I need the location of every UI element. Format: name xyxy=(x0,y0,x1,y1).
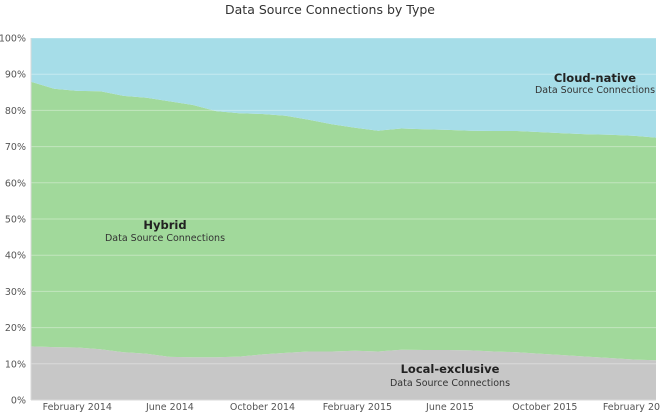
area-layer xyxy=(31,38,656,400)
x-tick-label: October 2014 xyxy=(230,402,295,413)
chart-title: Data Source Connections by Type xyxy=(225,2,435,17)
series-label-cloud-native: Cloud-native xyxy=(554,71,636,85)
series-label-local-exclusive: Local-exclusive xyxy=(401,362,500,376)
y-tick-label: 20% xyxy=(5,323,26,334)
x-tick-label: October 2015 xyxy=(512,402,577,413)
y-tick-label: 70% xyxy=(5,142,26,153)
y-tick-label: 80% xyxy=(5,106,26,117)
series-sublabel-hybrid: Data Source Connections xyxy=(105,233,225,244)
y-tick-label: 100% xyxy=(0,34,26,45)
series-sublabel-cloud-native: Data Source Connections xyxy=(535,85,655,96)
y-axis: 0% 10% 20% 30% 40% 50% 60% 70% 80% 90% 100% xyxy=(0,34,32,407)
x-tick-label: February 2014 xyxy=(43,402,112,413)
x-tick-label: June 2014 xyxy=(145,402,194,413)
y-tick-label: 40% xyxy=(5,251,26,262)
x-axis: February 2014 June 2014 October 2014 Februa… xyxy=(31,399,660,413)
x-tick-label: June 2015 xyxy=(425,402,474,413)
x-tick-label: February 2015 xyxy=(323,402,392,413)
area-local-exclusive xyxy=(31,346,656,400)
y-tick-label: 90% xyxy=(5,70,26,81)
series-sublabel-local-exclusive: Data Source Connections xyxy=(390,378,510,389)
y-tick-label: 60% xyxy=(5,178,26,189)
x-tick-label: February 2016 xyxy=(603,402,660,413)
series-label-hybrid: Hybrid xyxy=(143,218,186,232)
area-cloud-native xyxy=(31,38,656,138)
area-hybrid xyxy=(31,81,656,361)
y-tick-label: 10% xyxy=(5,359,26,370)
y-tick-label: 30% xyxy=(5,287,26,298)
y-tick-label: 0% xyxy=(11,396,26,407)
y-tick-label: 50% xyxy=(5,215,26,226)
